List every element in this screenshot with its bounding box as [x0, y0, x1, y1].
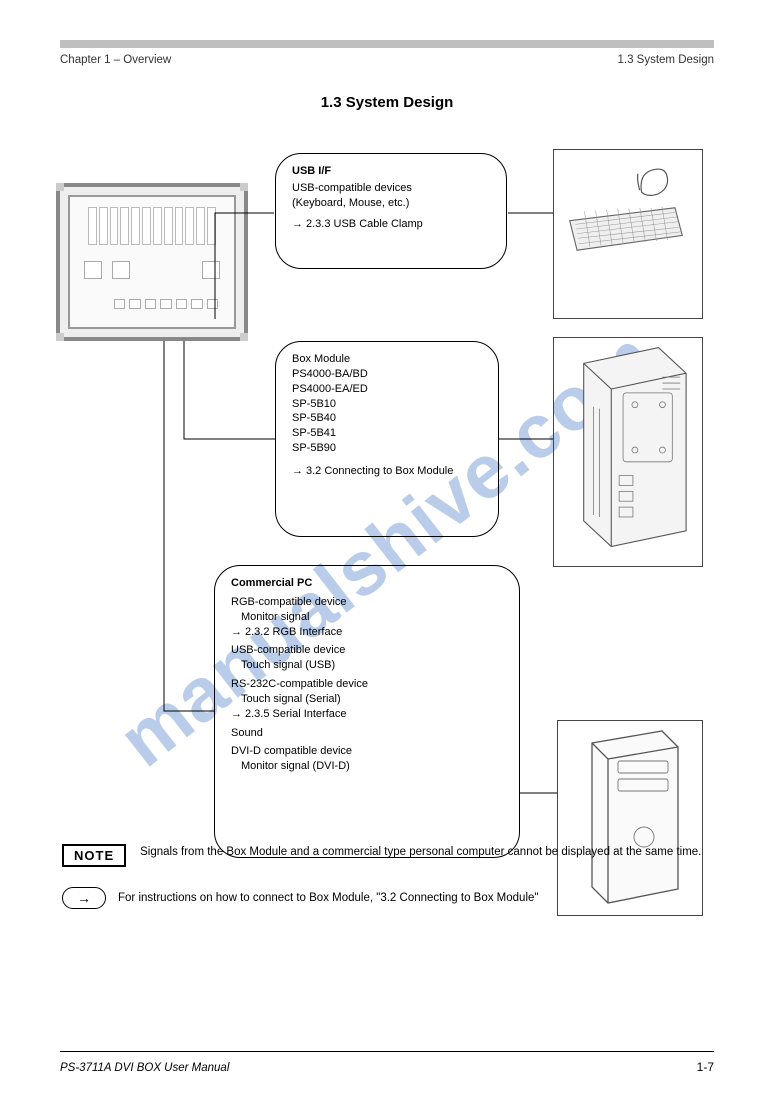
see-reference: → For instructions on how to connect to …	[60, 887, 714, 909]
page-title: 1.3 System Design	[60, 94, 714, 111]
note-text: Signals from the Box Module and a commer…	[140, 844, 712, 861]
balloon-line: SP-5B40	[292, 411, 482, 426]
keyboard-icon	[566, 204, 686, 254]
balloon-line: PS4000-EA/ED	[292, 382, 482, 397]
system-diagram: USB I/F USB-compatible devices (Keyboard…	[60, 145, 714, 925]
balloon-line: PS4000-BA/BD	[292, 367, 482, 382]
balloon-link: 2.3.5 Serial Interface	[245, 708, 347, 720]
balloon-line: Monitor signal	[231, 610, 503, 625]
footer-title: PS-3711A DVI BOX User Manual	[60, 1062, 229, 1074]
page: Chapter 1 – Overview 1.3 System Design 1…	[0, 0, 774, 1094]
balloon-line: Sound	[231, 726, 503, 741]
arrow-icon: →	[231, 708, 242, 720]
note-tag: NOTE	[62, 844, 126, 867]
section-label: 1.3 System Design	[617, 54, 714, 66]
balloon-line: SP-5B90	[292, 441, 482, 456]
balloon-line: Touch signal (Serial)	[231, 692, 503, 707]
note-block: NOTE Signals from the Box Module and a c…	[60, 844, 714, 867]
balloon-line: RGB-compatible device	[231, 595, 503, 610]
header-rule	[60, 40, 714, 48]
page-number: 1-7	[697, 1060, 714, 1074]
mouse-icon	[636, 164, 682, 198]
balloon-link: 3.2 Connecting to Box Module	[306, 465, 453, 477]
balloon-line: Box Module	[292, 352, 482, 367]
arrow-icon: →	[292, 465, 303, 477]
balloon-line: Monitor signal (DVI-D)	[231, 759, 503, 774]
balloon-title: Commercial PC	[231, 576, 503, 591]
running-header: Chapter 1 – Overview 1.3 System Design	[60, 54, 714, 66]
balloon-link: 2.3.3 USB Cable Clamp	[306, 218, 423, 230]
fp-rear-illustration	[56, 183, 248, 341]
balloon-line: USB-compatible device	[231, 643, 503, 658]
arrow-icon: →	[231, 626, 242, 638]
balloon-line: SP-5B10	[292, 397, 482, 412]
balloon-line: RS-232C-compatible device	[231, 677, 503, 692]
arrow-icon: →	[292, 218, 303, 230]
balloon-link: 2.3.2 RGB Interface	[245, 626, 342, 638]
usb-balloon: USB I/F USB-compatible devices (Keyboard…	[275, 153, 507, 269]
balloon-line: DVI-D compatible device	[231, 744, 503, 759]
pc-balloon: Commercial PC RGB-compatible device Moni…	[214, 565, 520, 858]
balloon-title: USB I/F	[292, 164, 490, 179]
footer-rule	[60, 1051, 714, 1053]
balloon-line: USB-compatible devices	[292, 181, 490, 196]
balloon-line: (Keyboard, Mouse, etc.)	[292, 196, 490, 211]
chapter-label: Chapter 1 – Overview	[60, 54, 171, 66]
peripherals-illustration	[553, 149, 703, 319]
balloon-line: SP-5B41	[292, 426, 482, 441]
balloon-line: Touch signal (USB)	[231, 658, 503, 673]
see-arrow-icon: →	[62, 887, 106, 909]
box-balloon: Box Module PS4000-BA/BD PS4000-EA/ED SP-…	[275, 341, 499, 537]
box-module-illustration	[553, 337, 703, 567]
see-text: For instructions on how to connect to Bo…	[118, 892, 538, 904]
